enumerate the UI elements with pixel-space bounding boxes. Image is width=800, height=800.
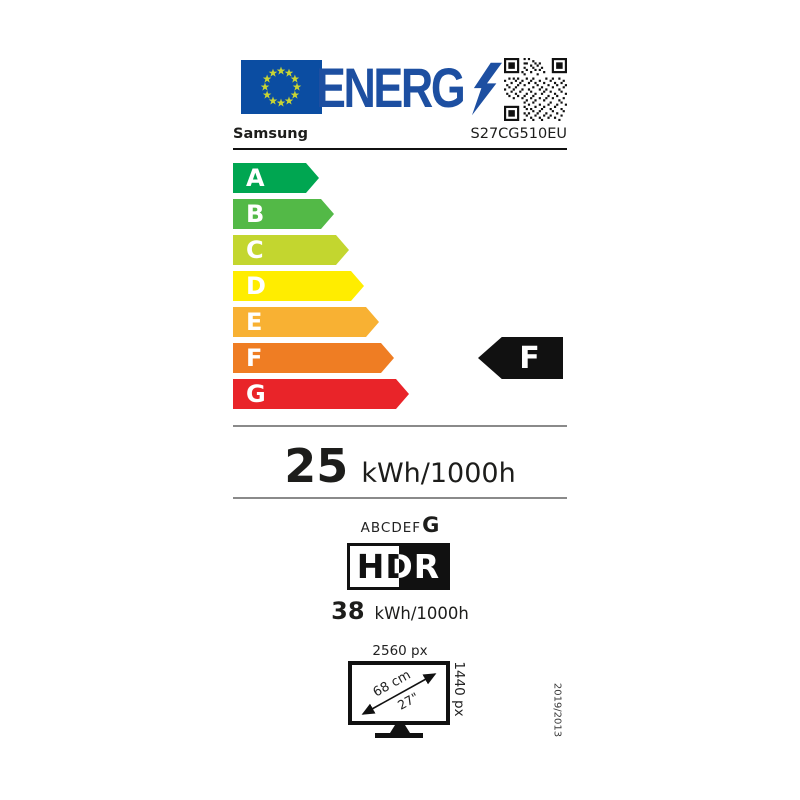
rated-class-indicator: F xyxy=(478,337,563,379)
horizontal-resolution: 2560 px xyxy=(372,643,428,659)
energy-class-arrow-f: F xyxy=(233,343,394,373)
energy-class-arrow-g: G xyxy=(233,379,409,409)
energy-class-arrow-d: D xyxy=(233,271,364,301)
hdr-logo-black-half xyxy=(398,543,450,590)
hdr-consumption-value: 38 xyxy=(331,597,365,625)
hdr-logo-text: HDR xyxy=(356,547,441,586)
monitor-stand-neck xyxy=(390,725,410,733)
regulation-number: 2019/2013 xyxy=(551,682,563,738)
model-identifier: S27CG510EU xyxy=(470,126,567,142)
energy-class-arrow-e: E xyxy=(233,307,379,337)
sdr-consumption-value: 25 xyxy=(284,439,349,493)
monitor-diagram xyxy=(348,661,450,725)
qr-code xyxy=(504,58,567,121)
hdr-logo: HDR HDR xyxy=(347,543,450,590)
supplier-name: Samsung xyxy=(233,126,308,142)
section-divider xyxy=(233,425,567,427)
hdr-logo-text: HDR xyxy=(356,547,441,586)
energ-logo-text: ENERG xyxy=(316,56,466,119)
vertical-resolution: 1440 px xyxy=(451,661,467,717)
hdr-consumption-unit: kWh/1000h xyxy=(374,604,469,623)
hdr-class-scale: ABCDEF G xyxy=(233,513,567,537)
energy-class-arrow-b: B xyxy=(233,199,334,229)
lightning-bolt-icon xyxy=(472,62,503,116)
energ-logo: ENERG xyxy=(316,56,503,119)
hdr-rated-letter: G xyxy=(422,513,440,537)
energy-class-scale: A B C D E F G xyxy=(233,163,567,415)
section-divider xyxy=(233,497,567,499)
energy-class-arrow-a: A xyxy=(233,163,319,193)
diagonal-arrow-icon xyxy=(361,673,437,715)
energy-class-arrow-c: C xyxy=(233,235,349,265)
rated-class-letter: F xyxy=(519,340,540,376)
sdr-consumption-unit: kWh/1000h xyxy=(361,458,516,489)
eu-flag-icon xyxy=(241,60,322,114)
eu-energy-label: ENERG Samsung S27CG510EU A B C D E F G F xyxy=(233,55,567,765)
brand-row: Samsung S27CG510EU xyxy=(233,126,567,150)
monitor-stand-base xyxy=(375,733,423,738)
sdr-consumption: 25 kWh/1000h xyxy=(233,443,567,489)
hdr-consumption: 38 kWh/1000h xyxy=(233,597,567,625)
hdr-scale-letters: ABCDEF xyxy=(360,520,422,536)
